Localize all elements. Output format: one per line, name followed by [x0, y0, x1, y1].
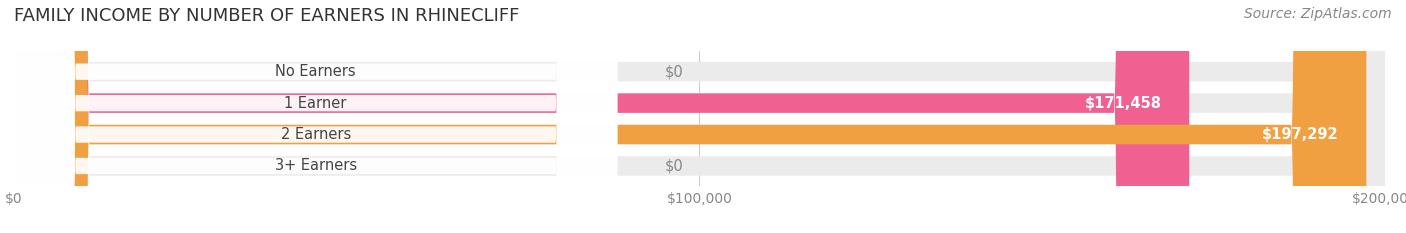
FancyBboxPatch shape: [14, 0, 1385, 233]
Text: $197,292: $197,292: [1263, 127, 1339, 142]
FancyBboxPatch shape: [14, 0, 617, 233]
Text: No Earners: No Earners: [276, 64, 356, 79]
FancyBboxPatch shape: [14, 0, 617, 233]
Text: $0: $0: [665, 64, 683, 79]
Text: 2 Earners: 2 Earners: [281, 127, 350, 142]
FancyBboxPatch shape: [14, 0, 617, 233]
Text: Source: ZipAtlas.com: Source: ZipAtlas.com: [1244, 7, 1392, 21]
FancyBboxPatch shape: [14, 0, 35, 233]
Text: $171,458: $171,458: [1085, 96, 1161, 111]
Text: $0: $0: [665, 158, 683, 174]
FancyBboxPatch shape: [14, 0, 617, 233]
FancyBboxPatch shape: [14, 0, 1385, 233]
FancyBboxPatch shape: [14, 0, 1385, 233]
FancyBboxPatch shape: [14, 0, 1189, 233]
Text: FAMILY INCOME BY NUMBER OF EARNERS IN RHINECLIFF: FAMILY INCOME BY NUMBER OF EARNERS IN RH…: [14, 7, 519, 25]
Text: 3+ Earners: 3+ Earners: [274, 158, 357, 174]
FancyBboxPatch shape: [14, 0, 1385, 233]
FancyBboxPatch shape: [14, 0, 35, 233]
FancyBboxPatch shape: [14, 0, 1367, 233]
Text: 1 Earner: 1 Earner: [284, 96, 347, 111]
